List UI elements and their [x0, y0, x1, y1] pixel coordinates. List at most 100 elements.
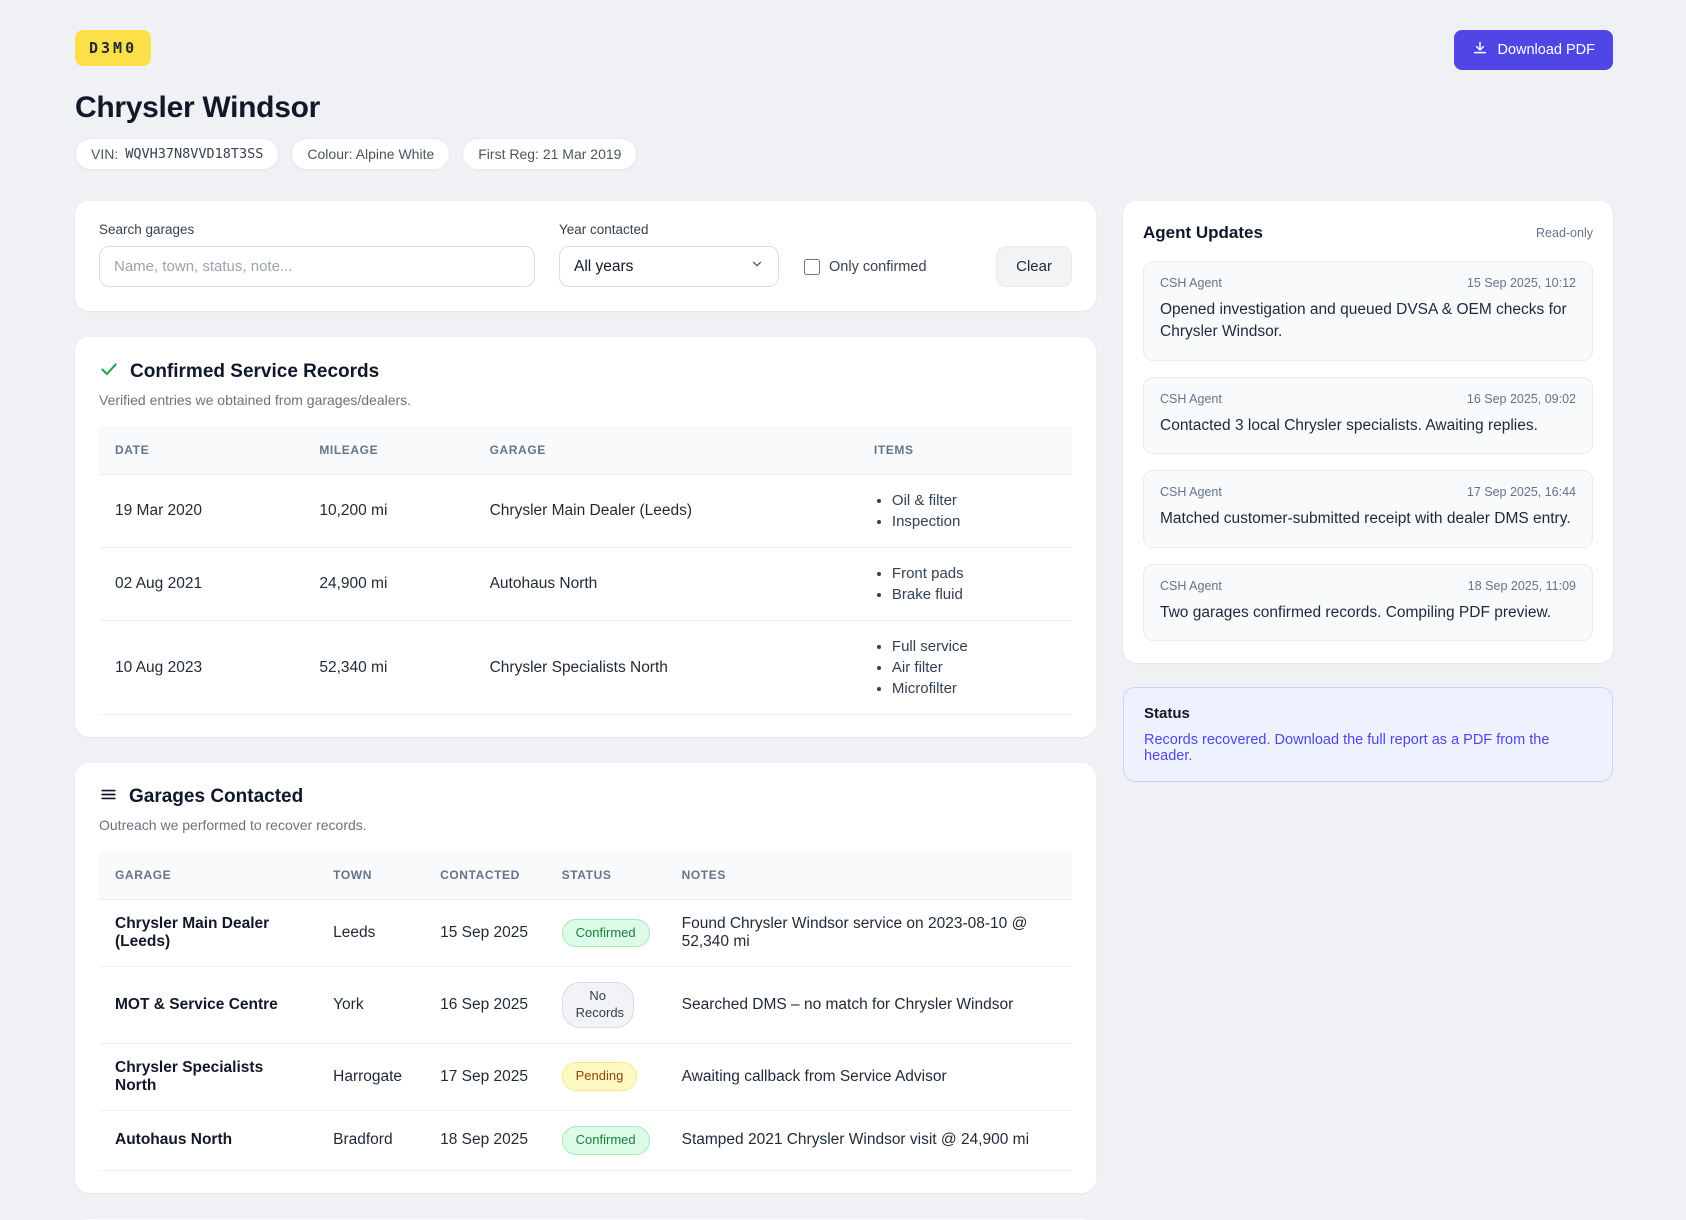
status-panel: Status Records recovered. Download the f…: [1123, 687, 1613, 783]
col-contacted: Contacted: [424, 851, 546, 900]
garage-notes: Awaiting callback from Service Advisor: [665, 1043, 1072, 1111]
confirmed-records-subtitle: Verified entries we obtained from garage…: [99, 392, 412, 408]
download-pdf-button[interactable]: Download PDF: [1454, 30, 1613, 70]
user-history-card: User Submitted History Entries provided …: [75, 1218, 1096, 1220]
vehicle-chips: VIN: WQVH37N8VVD18T3SS Colour: Alpine Wh…: [75, 138, 1613, 170]
table-row: 19 Mar 2020 10,200 mi Chrysler Main Deal…: [99, 474, 1072, 548]
status-message: Records recovered. Download the full rep…: [1144, 732, 1550, 765]
record-mileage: 52,340 mi: [319, 658, 388, 676]
clear-filters-button[interactable]: Clear: [996, 246, 1072, 287]
col-notes: Notes: [665, 851, 1072, 900]
table-row: Chrysler Specialists North Harrogate 17 …: [99, 1043, 1072, 1111]
col-garage: Garage: [473, 426, 858, 475]
garage-status-cell: Confirmed: [545, 899, 666, 967]
agent-message: Opened investigation and queued DVSA & O…: [1160, 301, 1567, 341]
record-date: 19 Mar 2020: [99, 474, 304, 548]
only-confirmed-checkbox[interactable]: [804, 258, 820, 275]
record-mileage: 10,200 mi: [303, 474, 474, 548]
colour-label: Colour: Alpine White: [307, 146, 435, 162]
garage-status-cell: Pending: [545, 1043, 666, 1111]
agent-timestamp: 17 Sep 2025, 16:44: [1466, 485, 1576, 500]
only-confirmed-label: Only confirmed: [829, 258, 927, 275]
status-badge: No Records: [561, 982, 634, 1028]
agent-update-item: CSH Agent 16 Sep 2025, 09:02 Contacted 3…: [1143, 376, 1593, 455]
garage-name: Chrysler Main Dealer (Leeds): [99, 899, 318, 967]
status-badge: Confirmed: [561, 918, 650, 948]
first-reg-chip: First Reg: 21 Mar 2019: [462, 138, 638, 170]
agent-name: CSH Agent: [1160, 276, 1222, 290]
agent-name: CSH Agent: [1160, 391, 1222, 406]
vin-chip: VIN: WQVH37N8VVD18T3SS: [75, 138, 280, 170]
garage-name: MOT & Service Centre: [99, 966, 318, 1044]
record-garage: Chrysler Specialists North: [489, 658, 668, 676]
garage-contacted-date: 15 Sep 2025: [424, 899, 546, 967]
garage-name: Chrysler Specialists North: [99, 1043, 318, 1111]
table-row: MOT & Service Centre York 16 Sep 2025 No…: [99, 966, 1072, 1044]
col-town: Town: [317, 851, 425, 900]
garage-status-cell: Confirmed: [546, 1110, 666, 1169]
table-header-row: Garage Town Contacted Status Notes: [99, 851, 1072, 900]
record-items: Front pads Brake fluid: [857, 547, 1072, 621]
agent-name: CSH Agent: [1160, 485, 1222, 500]
agent-update-item: CSH Agent 18 Sep 2025, 11:09 Two garages…: [1143, 563, 1593, 642]
garage-notes: Searched DMS – no match for Chrysler Win…: [665, 966, 1072, 1044]
item: Front pads: [892, 563, 1056, 584]
colour-chip: Colour: Alpine White: [291, 138, 451, 170]
agent-message: Two garages confirmed records. Compiling…: [1160, 603, 1552, 621]
item: Inspection: [892, 511, 1056, 532]
agent-timestamp: 18 Sep 2025, 11:09: [1467, 578, 1576, 593]
vin-label: VIN:: [91, 146, 119, 162]
agent-update-item: CSH Agent 17 Sep 2025, 16:44 Matched cus…: [1143, 470, 1593, 548]
vin-value: WQVH37N8VVD18T3SS: [125, 146, 264, 162]
garages-contacted-table: Garage Town Contacted Status Notes Chrys…: [99, 851, 1072, 1170]
record-date: 10 Aug 2023: [115, 658, 203, 676]
col-mileage: Mileage: [303, 426, 474, 475]
year-contacted-select[interactable]: All years: [559, 246, 779, 287]
garage-town: York: [317, 966, 425, 1044]
item: Full service: [892, 636, 1056, 657]
chevron-down-icon: [750, 257, 764, 276]
menu-lines-icon: [99, 785, 118, 809]
confirmed-records-table: Date Mileage Garage Items 19 Mar 2020 10…: [99, 426, 1072, 714]
record-date: 02 Aug 2021: [99, 547, 304, 621]
year-selected-value: All years: [574, 257, 634, 275]
status-badge: Pending: [561, 1062, 638, 1092]
garage-town: Leeds: [317, 899, 425, 967]
agent-name: CSH Agent: [1160, 578, 1222, 593]
item: Air filter: [892, 657, 1056, 678]
garage-status-cell: No Records: [545, 966, 666, 1044]
search-input[interactable]: [99, 246, 535, 287]
record-mileage: 24,900 mi: [303, 547, 474, 621]
status-badge: Confirmed: [561, 1125, 650, 1155]
garages-contacted-subtitle: Outreach we performed to recover records…: [99, 817, 367, 833]
record-garage: Autohaus North: [473, 547, 858, 621]
agent-timestamp: 15 Sep 2025, 10:12: [1466, 276, 1576, 290]
year-label: Year contacted: [559, 222, 649, 237]
filter-bar: Search garages Year contacted All years …: [75, 201, 1096, 311]
status-title: Status: [1144, 705, 1190, 723]
topbar: D3M0 Download PDF: [75, 30, 1613, 70]
year-field-group: Year contacted All years: [559, 222, 779, 287]
table-header-row: Date Mileage Garage Items: [99, 426, 1072, 475]
garage-contacted-date: 18 Sep 2025: [440, 1131, 529, 1149]
confirmed-records-card: Confirmed Service Records Verified entri…: [75, 337, 1096, 737]
garage-notes: Found Chrysler Windsor service on 2023-0…: [665, 899, 1072, 967]
agent-updates-title: Agent Updates: [1143, 223, 1263, 242]
first-reg-label: First Reg: 21 Mar 2019: [478, 146, 622, 162]
garages-contacted-title: Garages Contacted: [129, 786, 304, 807]
table-row: 02 Aug 2021 24,900 mi Autohaus North Fro…: [99, 547, 1072, 621]
readonly-label: Read-only: [1536, 226, 1593, 240]
record-garage: Chrysler Main Dealer (Leeds): [473, 474, 858, 548]
record-items: Full service Air filter Microfilter: [858, 621, 1072, 715]
download-icon: [1472, 40, 1488, 60]
search-field-group: Search garages: [99, 222, 535, 287]
agent-message: Matched customer-submitted receipt with …: [1160, 510, 1571, 528]
col-status: Status: [545, 851, 666, 900]
garage-contacted-date: 16 Sep 2025: [424, 966, 546, 1044]
col-items: Items: [857, 426, 1072, 475]
only-confirmed-group: Only confirmed: [804, 246, 927, 287]
check-icon: [99, 359, 119, 384]
garage-contacted-date: 17 Sep 2025: [424, 1043, 546, 1111]
agent-message: Contacted 3 local Chrysler specialists. …: [1160, 416, 1538, 434]
